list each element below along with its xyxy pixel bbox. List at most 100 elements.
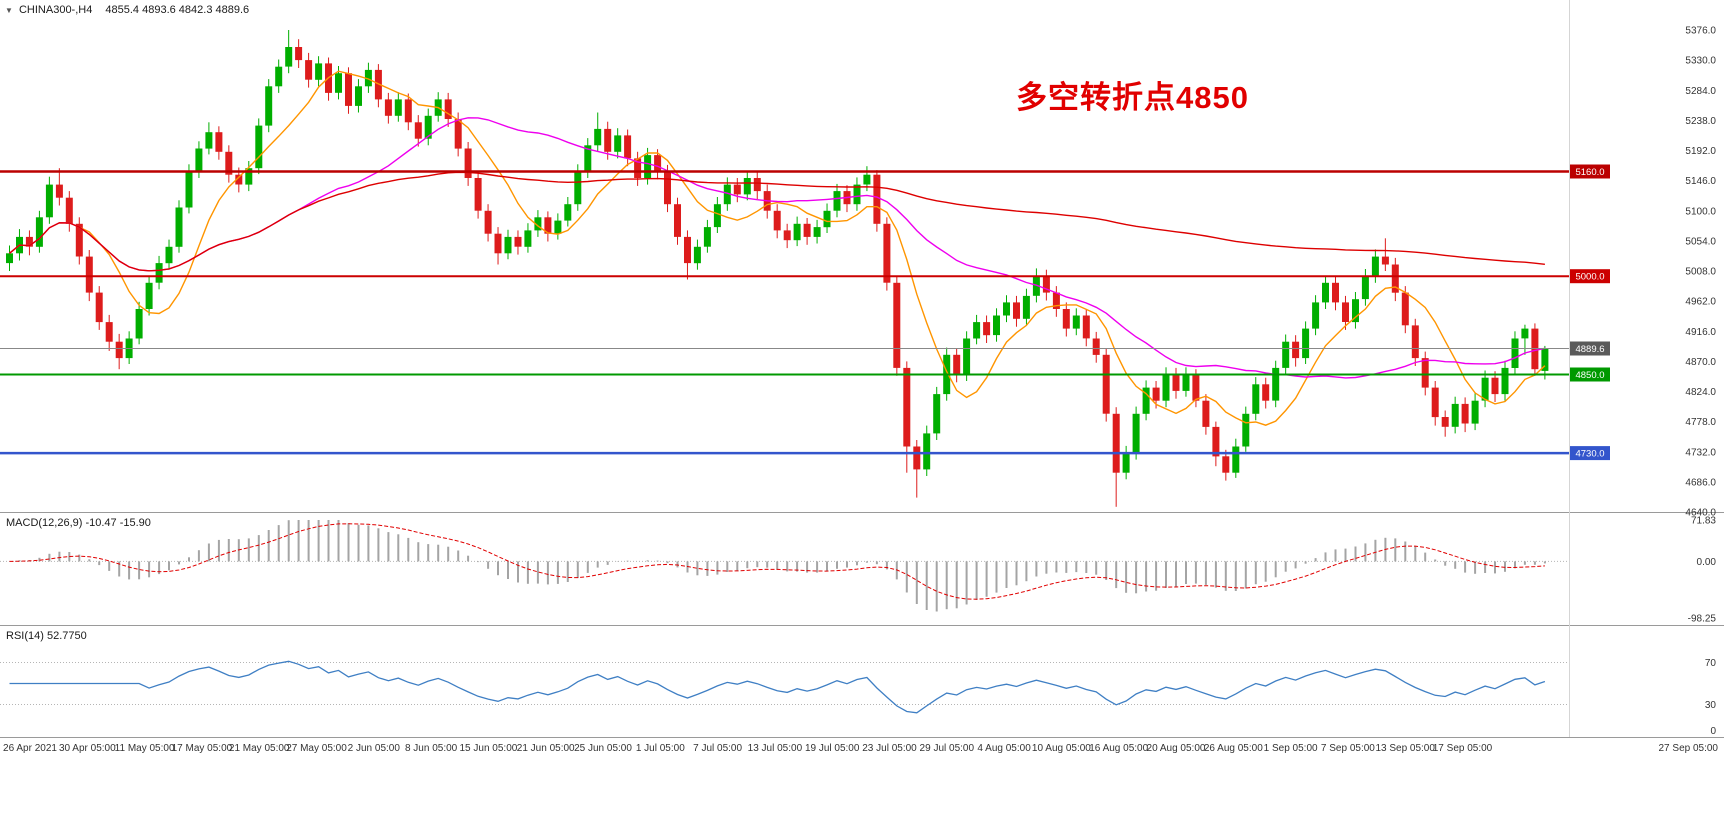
candle-body	[823, 210, 831, 228]
candle-body	[265, 86, 273, 126]
candle-body	[813, 227, 821, 237]
time-tick-label: 27 Sep 05:00	[1659, 743, 1719, 754]
candle-body	[65, 197, 73, 224]
candle-body	[414, 122, 422, 139]
candle-body	[215, 132, 223, 152]
time-tick-label: 16 Aug 05:00	[1089, 743, 1148, 754]
moving-average-lines	[9, 70, 1546, 426]
candle-body	[225, 151, 233, 175]
candle-body	[235, 174, 243, 185]
candle-body	[165, 246, 173, 264]
candle-body	[654, 155, 662, 172]
time-tick-label: 17 Sep 05:00	[1433, 743, 1493, 754]
candle-body	[913, 446, 921, 470]
candle-body	[494, 233, 502, 254]
candle-body	[1052, 292, 1060, 309]
candle-body	[1172, 374, 1180, 391]
price-tick-label: 5284.0	[1685, 86, 1716, 97]
candle-body	[1232, 446, 1240, 473]
time-tick-label: 23 Jul 05:00	[862, 743, 917, 754]
candle-body	[584, 145, 592, 172]
candle-body	[664, 171, 671, 205]
macd-scale-label: 71.83	[1691, 516, 1716, 527]
candle-body	[953, 354, 961, 375]
candle-body	[564, 204, 572, 221]
price-badge-label: 5160.0	[1575, 167, 1604, 178]
candle-body	[1352, 299, 1359, 323]
candle-body	[444, 99, 452, 119]
candle-body	[295, 47, 303, 61]
candle-body	[404, 99, 412, 123]
candle-body	[1152, 387, 1160, 401]
candle-body	[335, 73, 342, 93]
price-tick-label: 4962.0	[1685, 297, 1716, 308]
candle-body	[883, 223, 891, 283]
candle-body	[1491, 377, 1499, 395]
time-tick-label: 19 Jul 05:00	[805, 743, 860, 754]
candle-body	[793, 223, 801, 241]
candle-body	[75, 223, 83, 257]
candle-body	[753, 178, 761, 192]
candle-body	[115, 341, 123, 359]
candle-body	[105, 322, 113, 342]
price-tick-label: 4640.0	[1685, 508, 1716, 519]
candle-body	[1421, 358, 1429, 388]
candle-body	[275, 66, 283, 87]
price-badge	[1570, 367, 1610, 382]
time-tick-label: 21 Jun 05:00	[517, 743, 575, 754]
price-tick-label: 4732.0	[1685, 447, 1716, 458]
price-scale[interactable]: 5376.0 5330.0 5284.0 5238.0 5192.0 5146.0 5100…	[1685, 26, 1716, 519]
candle-body	[1272, 367, 1280, 401]
candle-body	[893, 282, 901, 368]
candle-body	[1322, 282, 1329, 303]
candle-body	[1062, 309, 1070, 329]
candle-body	[1102, 354, 1110, 414]
rsi-scale-label: 0	[1710, 726, 1716, 737]
candle-body	[1451, 403, 1459, 427]
macd-panel: 71.83 0.00 -98.25	[0, 516, 1716, 625]
price-tick-label: 4824.0	[1685, 387, 1716, 398]
candle-body	[135, 309, 143, 339]
candle-body	[1361, 276, 1369, 300]
candle-body	[484, 210, 492, 234]
time-tick-label: 10 Aug 05:00	[1032, 743, 1091, 754]
macd-scale-label: -98.25	[1688, 614, 1717, 625]
time-tick-label: 26 Apr 2021	[3, 743, 57, 754]
candle-body	[305, 60, 313, 80]
candle-body	[1162, 374, 1170, 401]
candle-body	[384, 99, 392, 116]
candle-body	[1262, 384, 1270, 401]
candle-body	[644, 155, 652, 178]
candle-body	[1132, 413, 1140, 454]
candle-body	[355, 86, 362, 106]
candle-body	[1003, 302, 1010, 316]
candle-body	[474, 178, 482, 211]
candle-body	[255, 125, 263, 169]
price-tick-label: 5376.0	[1685, 26, 1716, 37]
candle-body	[1082, 315, 1090, 339]
candle-body	[1222, 456, 1230, 473]
candle-body	[1022, 295, 1030, 319]
candle-body	[594, 128, 602, 146]
time-tick-label: 27 May 05:00	[286, 743, 347, 754]
candle-body	[574, 171, 582, 205]
time-tick-label: 17 May 05:00	[172, 743, 233, 754]
candle-body	[604, 128, 612, 152]
candle-body	[634, 158, 642, 178]
candle-body	[1212, 426, 1220, 457]
current-price-badge	[1570, 341, 1610, 356]
candle-body	[1312, 302, 1320, 329]
price-badge-label: 5000.0	[1575, 272, 1604, 283]
candle-body	[903, 367, 911, 447]
time-tick-label: 7 Sep 05:00	[1321, 743, 1375, 754]
candle-body	[1182, 374, 1190, 391]
candle-body	[195, 148, 203, 172]
time-tick-label: 26 Aug 05:00	[1204, 743, 1263, 754]
candle-body	[1342, 302, 1349, 322]
candle-body	[1481, 377, 1489, 401]
time-tick-label: 25 Jun 05:00	[574, 743, 632, 754]
time-tick-label: 15 Jun 05:00	[459, 743, 517, 754]
